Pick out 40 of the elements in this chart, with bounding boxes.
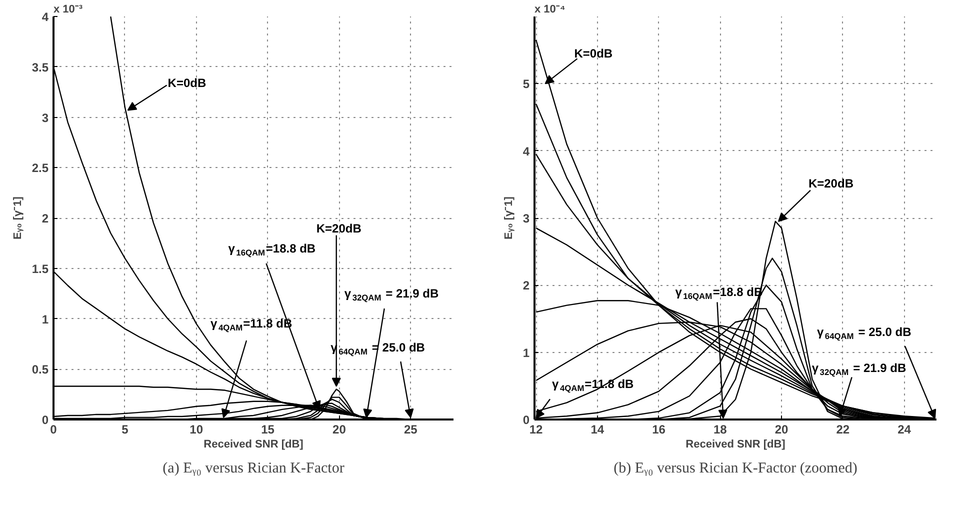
x-tick-label: 20 bbox=[774, 422, 789, 436]
text: (a) Eᵧ₀ versus Rician K-Factor bbox=[162, 460, 344, 476]
x-tick-label: 25 bbox=[404, 422, 418, 436]
x-tick-label: 10 bbox=[190, 422, 204, 436]
x-tick-label: 5 bbox=[122, 422, 129, 436]
x-tick-label: 15 bbox=[261, 422, 275, 436]
y-axis-title: Eᵧ₀ [γ⁻1] bbox=[502, 196, 515, 240]
y-tick-label: 2 bbox=[522, 278, 530, 293]
y-tick-label: 2 bbox=[42, 212, 49, 226]
x-axis-title: Received SNR [dB] bbox=[204, 438, 304, 450]
annotation: K=0dB bbox=[574, 46, 613, 61]
annotation: K=20dB bbox=[808, 176, 854, 190]
x-tick-label: 18 bbox=[713, 422, 728, 436]
text: x 10⁻⁴ bbox=[534, 4, 566, 16]
x-tick-label: 14 bbox=[590, 422, 604, 436]
x-tick-label: 0 bbox=[50, 422, 58, 436]
text: x 10⁻³ bbox=[54, 4, 83, 16]
y-tick-label: 1.5 bbox=[32, 262, 49, 276]
y-tick-label: 4 bbox=[522, 144, 530, 158]
annotation: K=0dB bbox=[168, 76, 206, 90]
annotation: K=20dB bbox=[316, 221, 362, 236]
y-tick-label: 3.5 bbox=[32, 60, 49, 74]
x-tick-label: 16 bbox=[652, 422, 666, 436]
text: (b) Eᵧ₀ versus Rician K-Factor (zoomed) bbox=[614, 460, 858, 476]
y-tick-label: 3 bbox=[42, 110, 49, 125]
y-tick-label: 4 bbox=[42, 10, 49, 24]
y-axis-title: Eᵧ₀ [γ⁻1] bbox=[12, 196, 24, 240]
x-tick-label: 12 bbox=[529, 422, 544, 436]
y-tick-label: 5 bbox=[522, 77, 530, 92]
x-tick-label: 24 bbox=[898, 422, 912, 436]
y-tick-label: 1 bbox=[522, 346, 530, 360]
y-tick-label: 2.5 bbox=[32, 161, 49, 176]
y-tick-label: 3 bbox=[522, 212, 530, 226]
y-tick-label: 1 bbox=[42, 312, 49, 326]
x-tick-label: 22 bbox=[836, 422, 850, 436]
x-tick-label: 20 bbox=[332, 422, 346, 436]
y-tick-label: 0 bbox=[42, 413, 49, 427]
y-tick-label: 0.5 bbox=[32, 362, 49, 377]
y-tick-label: 0 bbox=[522, 413, 530, 427]
x-axis-title: Received SNR [dB] bbox=[686, 438, 786, 450]
